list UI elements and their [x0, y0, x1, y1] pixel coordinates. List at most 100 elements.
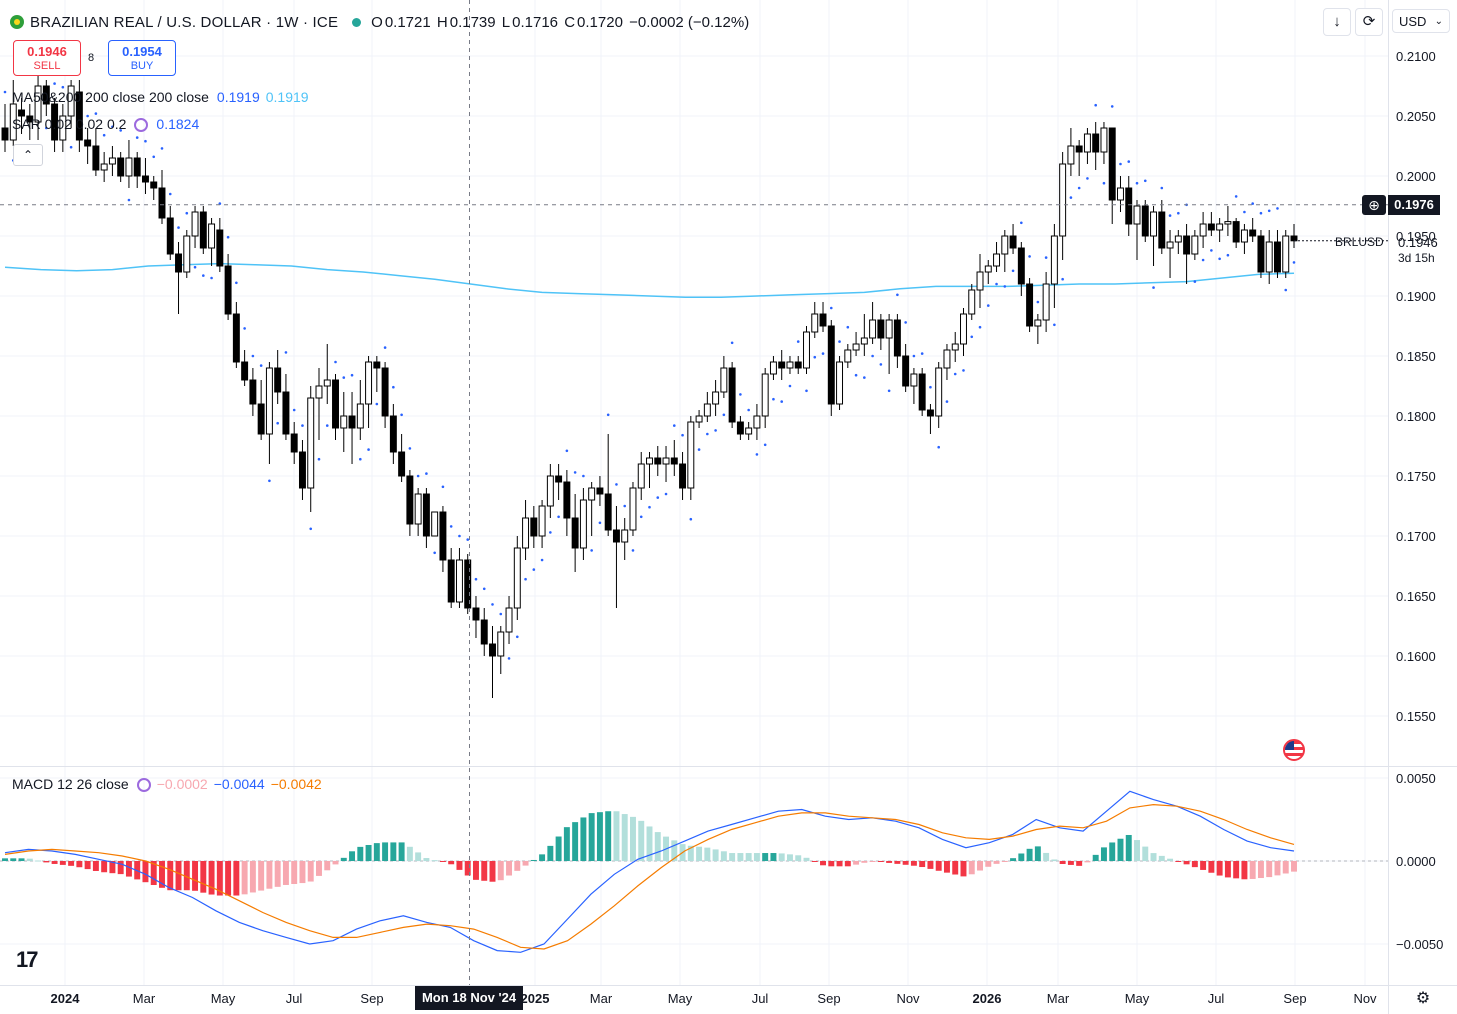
- price-tick-label: 0.1600: [1396, 649, 1436, 664]
- sar-dot: [383, 346, 387, 349]
- candle-body: [926, 409, 934, 417]
- candle-body: [993, 253, 1001, 267]
- candle-body: [860, 337, 868, 345]
- sar-dot: [45, 126, 48, 130]
- add-alert-icon[interactable]: ⊕: [1362, 195, 1386, 215]
- candle-body: [9, 103, 17, 141]
- candle-body: [1232, 221, 1240, 243]
- buy-button[interactable]: 0.1954 BUY: [108, 40, 176, 76]
- sar-dot: [1036, 300, 1040, 304]
- macd-histogram-bar: [1142, 846, 1149, 861]
- sar-dot: [697, 448, 701, 451]
- reset-button[interactable]: ⟳: [1355, 8, 1383, 36]
- sar-dot: [127, 198, 131, 202]
- macd-histogram-bar: [1018, 853, 1025, 861]
- candle-body: [728, 367, 736, 423]
- ma-legend-label: MA50&200 200 close 200 close: [12, 89, 209, 105]
- candle-body: [183, 235, 191, 273]
- us-flag-icon[interactable]: [1283, 739, 1305, 761]
- sar-dot: [1193, 280, 1197, 283]
- macd-histogram-bar: [365, 844, 372, 861]
- gear-icon[interactable]: ⚙: [1415, 990, 1431, 1007]
- high-value: 0.1739: [449, 13, 496, 31]
- ma200-line: [4, 262, 1295, 298]
- candle-body: [612, 529, 620, 543]
- candle-body: [745, 427, 753, 435]
- currency-select[interactable]: USD ⌄: [1392, 9, 1450, 33]
- candle-body: [191, 211, 199, 237]
- macd-settings-icon[interactable]: [136, 778, 151, 792]
- sar-dot: [648, 505, 651, 509]
- price-tick-label: 0.1650: [1396, 589, 1436, 604]
- sar-dot: [367, 448, 370, 451]
- candle-body: [910, 373, 918, 387]
- candle-body: [1001, 235, 1009, 255]
- sar-dot: [1160, 186, 1164, 190]
- macd-histogram-bar: [704, 847, 711, 861]
- candle-body: [1174, 235, 1182, 243]
- time-tick-label: 2024: [51, 991, 81, 1006]
- candle-body: [1191, 235, 1199, 255]
- macd-hist-value: −0.0002: [156, 776, 208, 792]
- sar-legend[interactable]: SAR 0.02 0.02 0.2 0.1824: [12, 116, 199, 132]
- sar-settings-icon[interactable]: [134, 118, 149, 132]
- sar-dot: [160, 147, 164, 150]
- macd-histogram-bar: [1117, 838, 1124, 861]
- candle-body: [1083, 133, 1091, 153]
- sar-dot: [664, 492, 668, 496]
- candle-body: [1125, 187, 1133, 225]
- candle-body: [753, 415, 761, 429]
- sar-dot: [185, 211, 189, 215]
- signal-line: [4, 803, 1295, 950]
- macd-histogram-bar: [299, 861, 306, 884]
- macd-histogram-bar: [572, 822, 579, 861]
- sar-dot: [309, 527, 313, 531]
- macd-histogram-bar: [1191, 861, 1198, 868]
- tradingview-logo[interactable]: 17: [16, 947, 39, 972]
- macd-line: [4, 790, 1295, 953]
- symbol-title[interactable]: BRAZILIAN REAL / U.S. DOLLAR · 1W · ICE: [30, 13, 339, 31]
- candle-body: [455, 559, 463, 603]
- macd-histogram-bar: [530, 859, 537, 861]
- macd-histogram-bar: [1150, 853, 1157, 861]
- candle-body: [769, 361, 777, 375]
- download-button[interactable]: ↓: [1323, 8, 1351, 36]
- macd-histogram-bar: [1282, 861, 1289, 874]
- sar-dot: [540, 558, 544, 562]
- collapse-legend-button[interactable]: ⌃: [13, 144, 43, 166]
- candle-body: [199, 211, 207, 249]
- sar-dot: [829, 306, 833, 310]
- macd-histogram-bar: [844, 861, 851, 867]
- sar-dot: [466, 538, 470, 541]
- sar-dot: [788, 384, 792, 388]
- sar-dot: [590, 549, 593, 552]
- sar-dot: [978, 325, 982, 329]
- price-tick-label: 0.1750: [1396, 469, 1436, 484]
- macd-histogram-bar: [1233, 861, 1240, 879]
- time-tick-label: May: [1125, 991, 1150, 1006]
- sar-dot: [929, 385, 932, 389]
- candle-body: [513, 547, 521, 609]
- price-tick-label: 0.1850: [1396, 349, 1436, 364]
- macd-grid: [0, 777, 1388, 945]
- candle-body: [629, 487, 637, 531]
- sar-dot: [912, 354, 916, 358]
- macd-histogram-bar: [282, 861, 289, 885]
- sell-label: SELL: [33, 59, 61, 72]
- candle-body: [208, 223, 216, 249]
- macd-legend[interactable]: MACD 12 26 close −0.0002 −0.0044 −0.0042: [12, 776, 322, 792]
- sell-button[interactable]: 0.1946 SELL: [13, 40, 81, 76]
- candle-body: [100, 163, 108, 171]
- time-tick-label: Sep: [817, 991, 840, 1006]
- macd-histogram-bar: [910, 861, 917, 866]
- macd-histogram-bar: [150, 861, 157, 886]
- macd-histogram-bar: [943, 861, 950, 873]
- macd-histogram-bar: [811, 861, 818, 862]
- macd-histogram-bar: [803, 857, 810, 861]
- sar-dot: [102, 133, 106, 137]
- time-tick-label: Nov: [896, 991, 920, 1006]
- moving-average-200: [4, 262, 1295, 298]
- ma-legend[interactable]: MA50&200 200 close 200 close 0.1919 0.1919: [12, 89, 309, 105]
- macd-histogram-bar: [1084, 861, 1091, 863]
